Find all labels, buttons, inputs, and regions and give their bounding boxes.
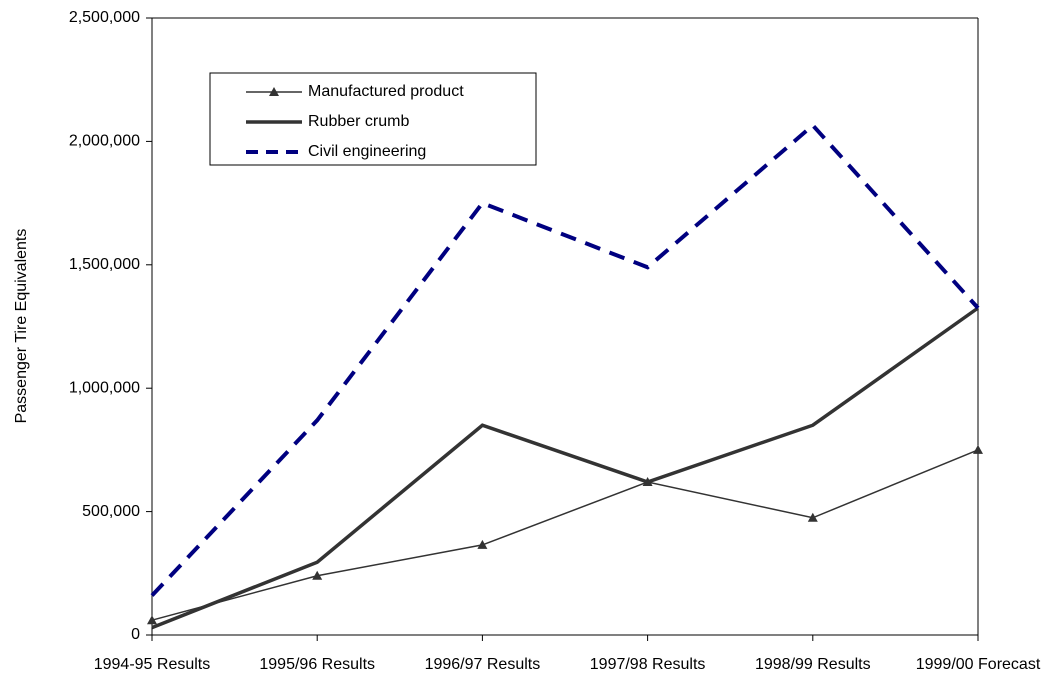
legend-marker: [269, 87, 279, 96]
legend-label: Rubber crumb: [308, 113, 409, 130]
legend-label: Manufactured product: [308, 83, 464, 100]
y-tick-label: 1,000,000: [69, 379, 140, 396]
y-tick-label: 1,500,000: [69, 256, 140, 273]
x-tick-label: 1995/96 Results: [259, 656, 375, 673]
series-line: [151, 449, 979, 621]
y-tick-label: 500,000: [82, 503, 140, 520]
point-marker: [973, 444, 983, 454]
point-marker: [807, 512, 818, 522]
point-marker: [147, 615, 157, 625]
series-line: [151, 306, 980, 630]
x-tick-label: 1998/99 Results: [755, 656, 871, 673]
point-marker: [477, 539, 488, 549]
x-tick-label: 1996/97 Results: [425, 656, 541, 673]
x-tick-label: 1999/00 Forecast: [916, 656, 1041, 673]
legend-box: [209, 72, 537, 166]
y-tick-label: 2,000,000: [69, 133, 140, 150]
x-tick-label: 1994-95 Results: [94, 656, 211, 673]
legend-label: Civil engineering: [308, 143, 426, 160]
y-axis-label: Passenger Tire Equivalents: [13, 229, 30, 424]
y-tick-label: 0: [131, 626, 140, 643]
series-line: [150, 122, 980, 597]
x-tick-label: 1997/98 Results: [590, 656, 706, 673]
y-tick-label: 2,500,000: [69, 9, 140, 26]
point-marker: [312, 570, 323, 580]
